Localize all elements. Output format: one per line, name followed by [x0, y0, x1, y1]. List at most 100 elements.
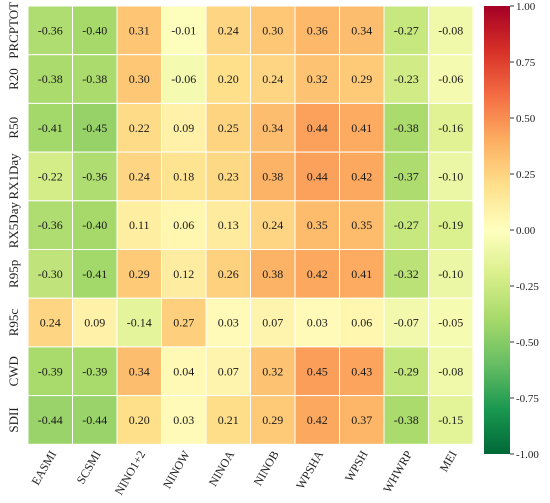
- heatmap-cell: [339, 54, 385, 104]
- heatmap-cell: [339, 346, 385, 397]
- cell-value-label: -0.45: [82, 121, 107, 135]
- cell-value-label: 0.24: [262, 72, 283, 86]
- heatmap-cell: [339, 5, 385, 56]
- cell-value-label: 0.03: [307, 316, 328, 330]
- heatmap-cell: [294, 102, 340, 153]
- row-label: R50: [6, 117, 21, 139]
- heatmap-cell: [205, 200, 251, 251]
- row-label: RX5Day: [6, 202, 21, 249]
- cell-value-label: 0.22: [129, 121, 150, 135]
- heatmap-cell: [116, 346, 162, 397]
- cell-value-label: -0.38: [82, 72, 107, 86]
- row-label: RX1Day: [6, 153, 21, 200]
- colorbar-tick-label: 0.50: [516, 113, 536, 125]
- heatmap-cell: [294, 54, 340, 104]
- heatmap-cell: [250, 297, 296, 348]
- heatmap-cell: [428, 102, 474, 153]
- cell-value-label: 0.11: [129, 218, 150, 232]
- cell-value-label: -0.41: [82, 267, 107, 281]
- cell-value-label: 0.38: [262, 169, 283, 183]
- cell-value-label: -0.22: [38, 169, 63, 183]
- heatmap-cell: [161, 54, 207, 104]
- heatmap-cell: [294, 200, 340, 251]
- heatmap-cell: [428, 200, 474, 251]
- cell-value-label: -0.10: [438, 267, 463, 281]
- heatmap-cells: -0.36 -0.40 0.31 -0.01 0.24 0.30 0.36 0.34 -0.27…: [27, 5, 474, 445]
- colorbar-tick-label: 1.00: [516, 1, 536, 13]
- cell-value-label: -0.29: [394, 364, 419, 378]
- cell-value-label: -0.23: [394, 72, 419, 86]
- heatmap-cell: [72, 346, 118, 397]
- cell-value-label: 0.35: [307, 218, 328, 232]
- row-label: R95p: [6, 260, 21, 288]
- cell-value-label: 0.37: [351, 413, 372, 427]
- cell-value-label: 0.23: [218, 169, 239, 183]
- heatmap-cell: [116, 249, 162, 299]
- heatmap-cell: [294, 395, 340, 445]
- cell-value-label: 0.25: [218, 121, 239, 135]
- heatmap-cell: [428, 151, 474, 202]
- cell-value-label: -0.37: [394, 169, 419, 183]
- cell-value-label: 0.24: [218, 23, 239, 37]
- heatmap-cell: [428, 346, 474, 397]
- column-label: WHWRP: [380, 448, 415, 495]
- heatmap-cell: [294, 151, 340, 202]
- cell-value-label: -0.19: [438, 218, 463, 232]
- heatmap-cell: [383, 54, 429, 104]
- heatmap-cell: [161, 395, 207, 445]
- cell-value-label: 0.42: [307, 413, 328, 427]
- heatmap-cell: [250, 5, 296, 56]
- cell-value-label: -0.27: [394, 218, 419, 232]
- heatmap-cell: [294, 346, 340, 397]
- heatmap-cell: [383, 346, 429, 397]
- cell-value-label: 0.34: [129, 364, 150, 378]
- colorbar: [484, 6, 510, 454]
- heatmap-cell: [27, 151, 73, 202]
- cell-value-label: -0.07: [394, 316, 419, 330]
- cell-value-label: -0.40: [82, 23, 107, 37]
- column-label: MEI: [437, 448, 460, 474]
- colorbar-tick-label: -1.00: [516, 449, 539, 461]
- cell-value-label: 0.44: [307, 169, 328, 183]
- cell-value-label: 0.03: [173, 413, 194, 427]
- heatmap-cell: [339, 395, 385, 445]
- heatmap-cell: [339, 200, 385, 251]
- row-label: SDII: [6, 407, 21, 432]
- column-labels: EASMI SCSMI NINO1+2 NINOW NINOA NINOB WPSHA WPS…: [28, 448, 459, 498]
- heatmap-cell: [428, 54, 474, 104]
- cell-value-label: 0.45: [307, 364, 328, 378]
- heatmap-cell: [72, 395, 118, 445]
- cell-value-label: 0.32: [307, 72, 328, 86]
- heatmap-cell: [250, 395, 296, 445]
- cell-value-label: 0.42: [351, 169, 372, 183]
- column-label: NINOB: [251, 448, 282, 488]
- cell-value-label: 0.42: [307, 267, 328, 281]
- column-label: NINOA: [206, 448, 238, 489]
- row-labels: PRCPTOT R20 R50 RX1Day RX5Day R95p R95c CWD SDII: [6, 2, 21, 433]
- cell-value-label: -0.08: [438, 364, 463, 378]
- heatmap-cell: [205, 346, 251, 397]
- heatmap-cell: [72, 200, 118, 251]
- heatmap-cell: [383, 249, 429, 299]
- column-label: WPSH: [342, 448, 371, 484]
- heatmap-cell: [383, 151, 429, 202]
- cell-value-label: 0.04: [173, 364, 194, 378]
- cell-value-label: -0.30: [38, 267, 63, 281]
- heatmap-cell: [205, 249, 251, 299]
- cell-value-label: 0.44: [307, 121, 328, 135]
- cell-value-label: -0.38: [38, 72, 63, 86]
- cell-value-label: -0.10: [438, 169, 463, 183]
- heatmap-cell: [383, 297, 429, 348]
- heatmap-cell: [250, 54, 296, 104]
- colorbar-tick-label: 0.75: [516, 57, 536, 69]
- cell-value-label: 0.13: [218, 218, 239, 232]
- heatmap-cell: [428, 395, 474, 445]
- cell-value-label: -0.36: [38, 23, 63, 37]
- cell-value-label: 0.36: [307, 23, 328, 37]
- heatmap-cell: [27, 102, 73, 153]
- column-label: NINOW: [160, 448, 193, 491]
- cell-value-label: 0.06: [173, 218, 194, 232]
- cell-value-label: -0.41: [38, 121, 63, 135]
- heatmap-cell: [161, 297, 207, 348]
- cell-value-label: 0.38: [262, 267, 283, 281]
